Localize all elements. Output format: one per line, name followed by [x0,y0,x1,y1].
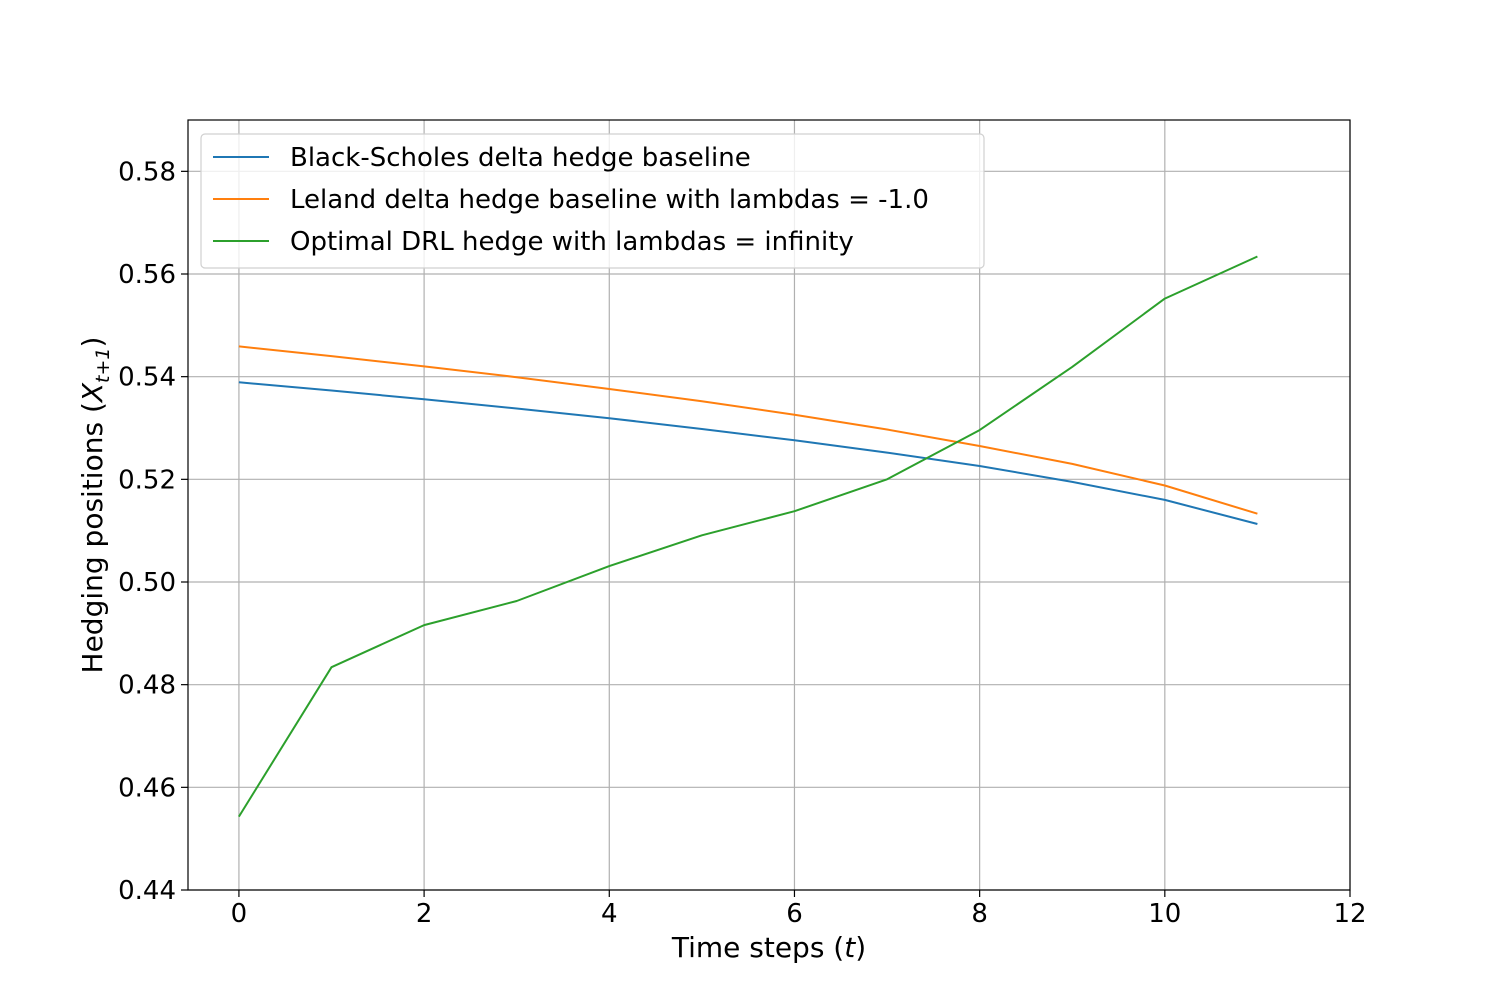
y-axis-title-sub: t+1 [92,347,114,382]
legend-label-3: Optimal DRL hedge with lambdas = infinit… [290,227,854,257]
series-line-1 [238,381,1258,525]
legend-label-2: Leland delta hedge baseline with lambdas… [290,185,929,215]
series-layer [238,255,1258,818]
legend-label-1: Black-Scholes delta hedge baseline [290,143,751,173]
grid-layer [188,120,1351,891]
x-tick-label: 10 [1148,899,1181,929]
legend-box [200,133,985,269]
y-axis-title-suffix: ) [76,337,109,348]
ticks-layer: 0 2 4 6 8 10 12 0.44 0.46 0.48 0.50 0.52 0.54 0.56 0.5… [118,157,1366,929]
x-axis-title-var: t [844,931,856,964]
x-tick-label: 4 [601,899,618,929]
y-axis-title: Hedging positions (Xt+1) [76,337,114,674]
y-tick-label: 0.58 [118,157,176,187]
legend: Black-Scholes delta hedge baseline Leland… [200,133,985,269]
x-tick-label: 6 [786,899,803,929]
y-axis-title-var: X [76,382,109,404]
y-tick-label: 0.48 [118,671,176,701]
y-tick-label: 0.46 [118,773,176,803]
series-line-3 [238,255,1258,818]
y-tick-label: 0.50 [118,568,176,598]
x-axis-title: Time steps (t) [671,931,866,964]
plot-frame [187,119,1351,891]
x-axis-title-prefix: Time steps ( [671,931,844,964]
y-tick-label: 0.54 [118,363,176,393]
x-tick-label: 2 [416,899,433,929]
x-tick-label: 12 [1333,899,1366,929]
x-tick-label: 8 [971,899,988,929]
y-tick-label: 0.56 [118,260,176,290]
y-tick-label: 0.44 [118,876,176,906]
series-line-2 [238,345,1258,515]
y-tick-label: 0.52 [118,465,176,495]
x-tick-label: 0 [231,899,248,929]
x-axis-title-suffix: ) [855,931,866,964]
y-axis-title-prefix: Hedging positions ( [76,402,109,673]
